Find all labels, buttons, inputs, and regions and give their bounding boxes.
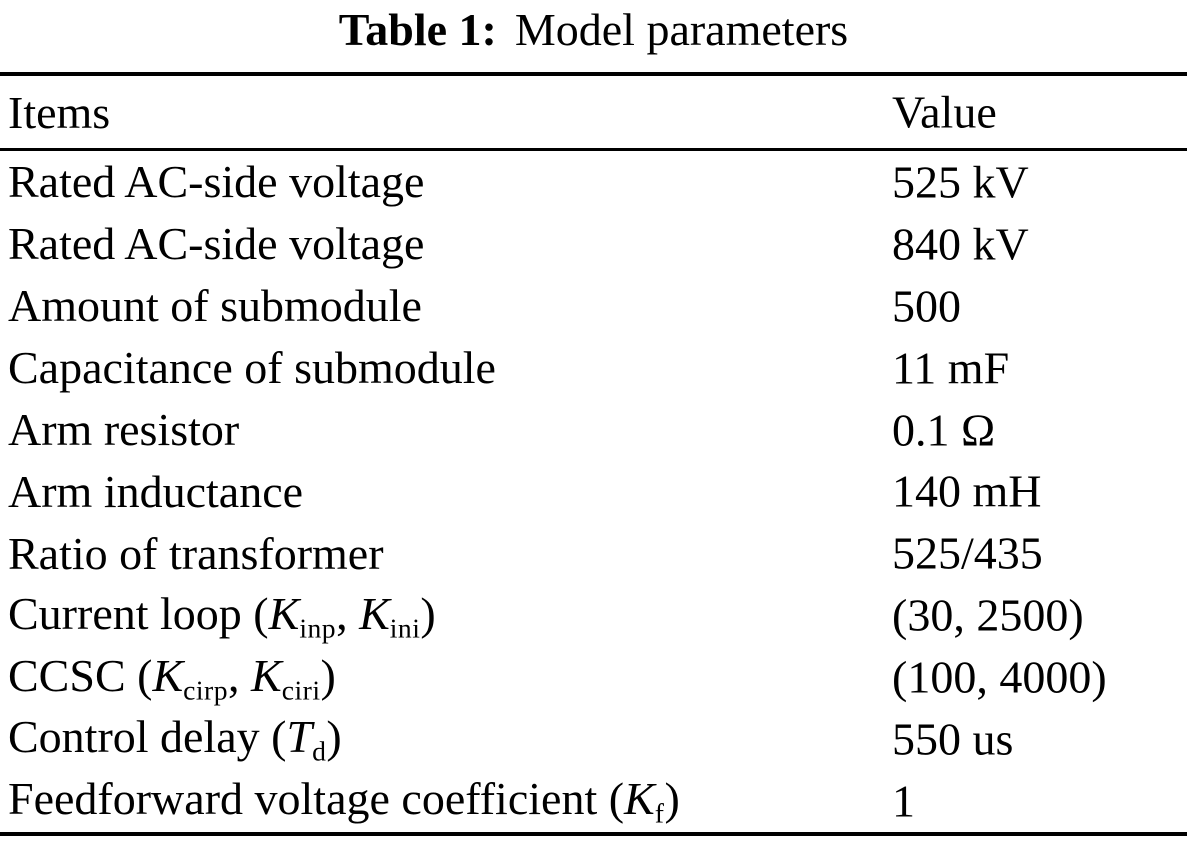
table-row: Amount of submodule 500 [0,275,1187,337]
item-text: ) [664,773,680,825]
table-row: Rated AC-side voltage 840 kV [0,213,1187,275]
math-variable: K [268,587,300,639]
column-header-value: Value [892,86,997,138]
item-cell: Current loop (Kinp, Kini) [0,587,436,644]
table-header-rule [0,148,1187,151]
item-text: , [336,587,360,639]
value-cell: 500 [892,280,961,332]
item-text: Control delay ( [8,711,287,763]
value-cell: 1 [892,775,915,827]
item-text: Arm inductance [8,465,304,517]
math-subscript: cirp [183,673,229,705]
value-cell: (100, 4000) [892,651,1107,703]
table-header-row: Items Value [0,76,1187,148]
item-text: Rated AC-side voltage [8,218,425,270]
math-subscript: inp [299,611,337,643]
item-text: ) [326,711,342,763]
table-caption-title: Model parameters [514,4,849,55]
math-variable: K [152,649,184,701]
table-row: Capacitance of submodule 11 mF [0,337,1187,399]
item-text: Ratio of transformer [8,527,384,579]
table-row: Current loop (Kinp, Kini) (30, 2500) [0,584,1187,646]
item-cell: Capacitance of submodule [0,341,496,394]
value-cell: (30, 2500) [892,589,1084,641]
table-row: Arm resistor 0.1 Ω [0,399,1187,461]
value-cell: 550 us [892,713,1014,765]
value-cell: 840 kV [892,218,1029,270]
item-cell: Arm resistor [0,403,239,456]
value-cell: 140 mH [892,465,1042,517]
table-top-rule [0,72,1187,76]
value-cell: 525 kV [892,156,1029,208]
item-cell: Rated AC-side voltage [0,155,424,208]
math-subscript: d [312,735,327,767]
math-variable: K [359,587,390,639]
item-text: Amount of submodule [8,280,422,332]
value-cell: 0.1 Ω [892,404,996,456]
math-variable: T [286,711,313,763]
table-row: Ratio of transformer 525/435 [0,522,1187,584]
table-body: Rated AC-side voltage 525 kV Rated AC-side… [0,151,1187,832]
math-variable: K [251,649,282,701]
item-cell: Ratio of transformer [0,527,384,580]
item-text: Feedforward voltage coefficient ( [8,773,625,825]
item-text: ) [420,587,436,639]
item-text: CCSC ( [8,649,153,701]
item-text: Capacitance of submodule [8,342,496,394]
item-cell: Rated AC-side voltage [0,217,424,270]
item-text: Rated AC-side voltage [8,156,425,208]
math-variable: K [624,773,655,825]
table-row: Rated AC-side voltage 525 kV [0,151,1187,213]
table-row: Arm inductance 140 mH [0,461,1187,523]
item-cell: Control delay (Td) [0,710,342,767]
table-bottom-rule [0,832,1187,836]
value-cell: 11 mF [892,342,1010,394]
column-header-items: Items [8,86,111,138]
table-row: Control delay (Td) 550 us [0,708,1187,770]
item-cell: CCSC (Kcirp, Kciri) [0,649,336,706]
value-cell: 525/435 [892,527,1043,579]
item-text: , [228,649,252,701]
math-subscript: f [654,797,665,829]
item-cell: Arm inductance [0,465,303,518]
table-caption: Table 1: Model parameters [0,0,1187,60]
item-cell: Feedforward voltage coefficient (Kf) [0,772,680,829]
math-subscript: ini [389,611,421,643]
table-row: Feedforward voltage coefficient (Kf) 1 [0,770,1187,832]
item-text: ) [320,649,336,701]
table-caption-label: Table 1: [338,4,497,55]
item-cell: Amount of submodule [0,279,422,332]
item-text: Current loop ( [8,587,269,639]
table-row: CCSC (Kcirp, Kciri) (100, 4000) [0,646,1187,708]
item-text: Arm resistor [8,404,240,456]
math-subscript: ciri [281,673,321,705]
